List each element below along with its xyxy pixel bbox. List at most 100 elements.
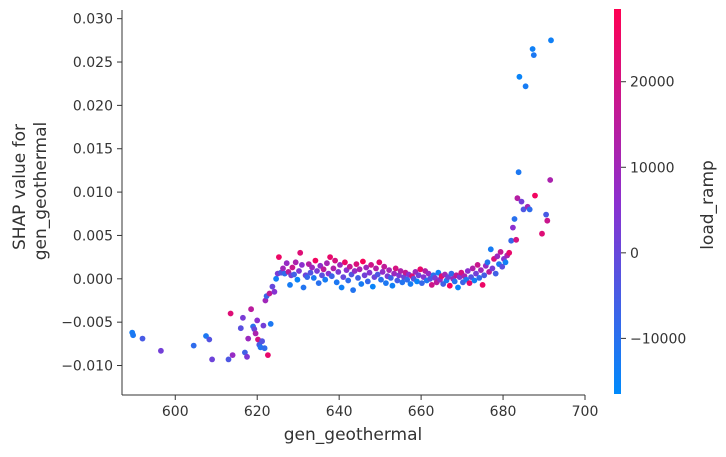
data-point: [511, 216, 518, 222]
data-point: [260, 322, 267, 329]
data-point: [314, 268, 320, 274]
data-point: [479, 282, 486, 288]
data-point: [448, 270, 455, 277]
data-point: [515, 169, 522, 176]
colorbar-tick-label: 20000: [630, 75, 675, 91]
data-point: [296, 268, 302, 274]
data-point: [547, 177, 554, 183]
data-point: [516, 73, 523, 80]
data-point: [338, 284, 345, 291]
data-point: [209, 356, 216, 363]
data-point: [513, 236, 520, 243]
data-point: [356, 266, 363, 273]
data-point: [374, 271, 381, 278]
data-point: [294, 276, 301, 283]
data-point: [494, 253, 501, 260]
x-tick-label: 620: [244, 404, 271, 420]
y-tick-label: 0.015: [73, 142, 113, 158]
data-point: [378, 276, 384, 283]
data-point: [432, 275, 438, 281]
data-point: [225, 356, 232, 363]
data-point: [227, 310, 234, 317]
data-point: [425, 270, 432, 277]
data-point: [544, 217, 551, 224]
data-point: [476, 275, 483, 281]
data-point: [346, 263, 353, 270]
data-point: [351, 268, 358, 274]
data-point: [139, 335, 146, 342]
colorbar: [614, 9, 621, 394]
x-axis-label: gen_geothermal: [284, 425, 422, 445]
data-point: [280, 265, 286, 272]
data-point: [333, 279, 340, 286]
data-point: [417, 266, 424, 273]
data-point: [481, 272, 488, 279]
data-point: [190, 342, 197, 349]
data-point: [355, 275, 361, 281]
data-point: [489, 265, 496, 272]
data-point: [287, 282, 293, 288]
y-tick-label: 0.025: [73, 55, 113, 71]
data-point: [387, 275, 394, 281]
data-point: [466, 280, 473, 286]
colorbar-tick-label: 10000: [630, 160, 675, 176]
data-point: [345, 277, 352, 284]
data-point: [419, 280, 425, 286]
data-point: [376, 259, 383, 266]
data-point: [455, 284, 461, 291]
x-axis-ticks: 600 620 640 660 680 700: [162, 395, 598, 420]
data-point: [327, 254, 333, 260]
data-point: [237, 325, 244, 332]
data-point: [456, 274, 463, 280]
x-tick-label: 700: [572, 404, 599, 420]
data-point: [530, 52, 537, 58]
data-point: [244, 353, 250, 360]
data-point: [361, 272, 368, 279]
data-point: [548, 37, 554, 44]
colorbar-tick-label: 0: [630, 246, 639, 262]
data-point: [350, 287, 356, 293]
data-point: [414, 278, 420, 285]
y-tick-label: 0.010: [73, 185, 113, 201]
data-point: [394, 277, 401, 284]
data-point: [340, 274, 347, 280]
data-point: [446, 282, 453, 289]
data-point: [358, 281, 365, 287]
data-point: [529, 46, 536, 52]
data-point: [229, 352, 236, 358]
data-point: [404, 276, 411, 283]
y-tick-label: 0.000: [73, 272, 113, 288]
data-point: [245, 335, 252, 342]
data-point: [391, 270, 397, 277]
data-point: [262, 297, 269, 304]
data-point: [315, 280, 322, 286]
data-point: [319, 272, 325, 279]
data-point: [259, 338, 265, 345]
data-point: [373, 265, 379, 272]
data-point: [508, 237, 515, 244]
data-point: [386, 267, 392, 273]
data-point: [304, 274, 311, 280]
data-point: [451, 278, 458, 285]
data-point: [265, 352, 271, 358]
colorbar-label: load_ramp: [698, 160, 718, 250]
data-point: [392, 265, 399, 272]
data-point: [518, 198, 525, 205]
x-tick-label: 660: [408, 404, 435, 420]
data-point: [342, 259, 348, 266]
data-point: [309, 264, 315, 271]
data-point: [526, 206, 533, 213]
data-point: [492, 270, 499, 277]
data-point: [332, 257, 338, 264]
data-point: [381, 263, 388, 270]
data-point: [310, 275, 317, 281]
data-point: [366, 269, 373, 276]
data-point: [522, 83, 529, 90]
data-point: [502, 259, 509, 266]
data-point: [383, 280, 389, 286]
data-point: [273, 275, 279, 282]
data-point: [330, 265, 337, 272]
data-point: [289, 264, 296, 271]
x-tick-label: 640: [326, 404, 353, 420]
y-tick-label: −0.010: [61, 359, 113, 375]
